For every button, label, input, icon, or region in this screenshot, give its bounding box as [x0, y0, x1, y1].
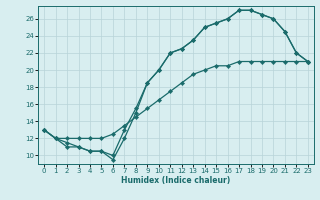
- X-axis label: Humidex (Indice chaleur): Humidex (Indice chaleur): [121, 176, 231, 185]
